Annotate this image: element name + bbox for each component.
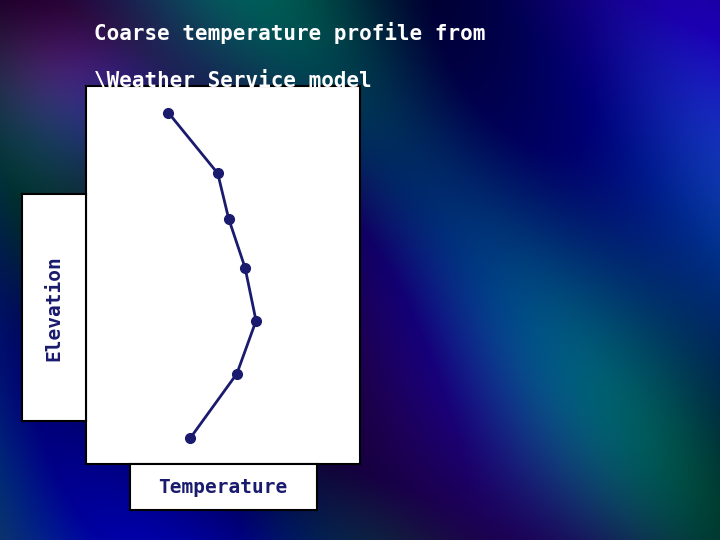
Text: Coarse temperature profile from: Coarse temperature profile from: [94, 22, 485, 44]
Text: \Weather Service model: \Weather Service model: [94, 70, 372, 90]
Text: Temperature: Temperature: [158, 478, 288, 497]
Text: Elevation: Elevation: [45, 255, 63, 361]
